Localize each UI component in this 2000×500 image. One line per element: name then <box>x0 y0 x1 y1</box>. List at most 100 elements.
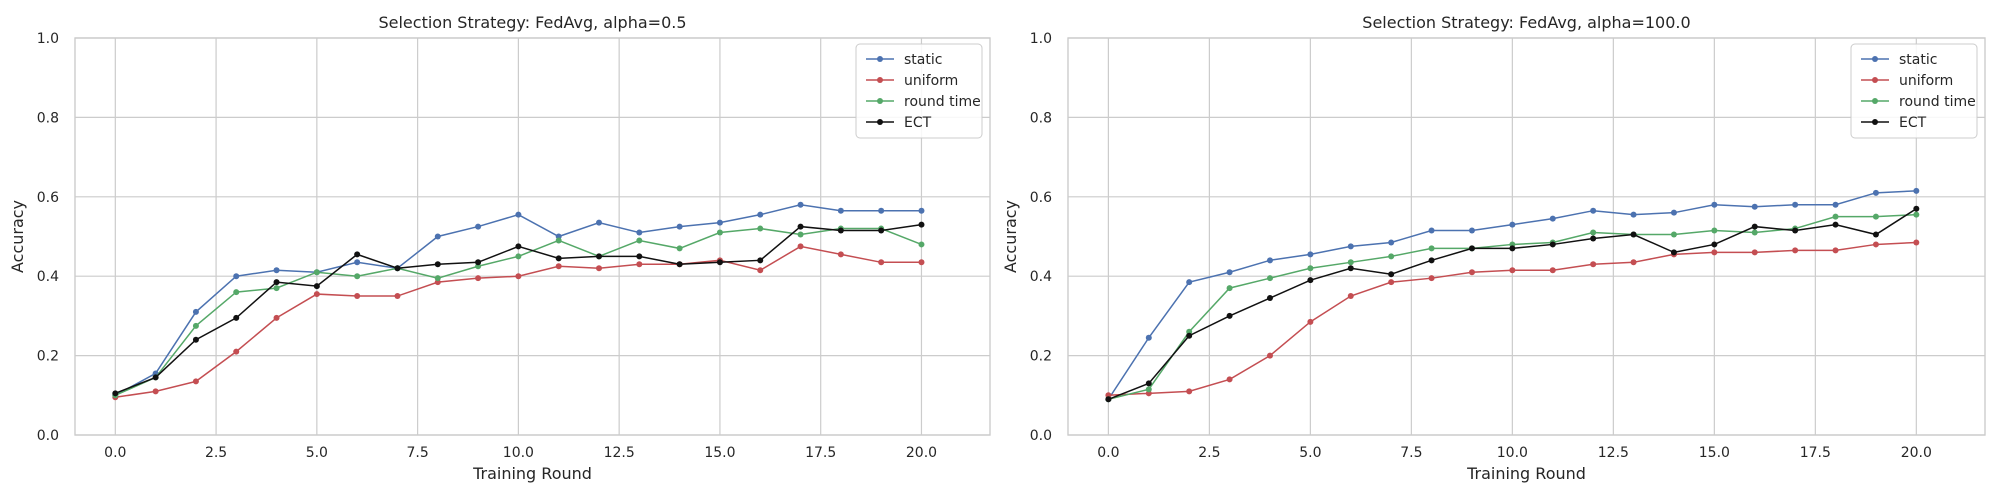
x-tick-label: 20.0 <box>1901 445 1932 461</box>
data-point <box>1226 269 1233 276</box>
data-point <box>1266 352 1273 359</box>
data-point <box>1428 275 1435 282</box>
y-tick-label: 0.0 <box>37 428 59 444</box>
data-point <box>676 261 683 268</box>
chart-title: Selection Strategy: FedAvg, alpha=0.5 <box>378 13 686 32</box>
data-point <box>515 211 522 218</box>
x-tick-label: 0.0 <box>1097 445 1119 461</box>
data-point <box>1711 249 1718 256</box>
series-ect <box>1105 205 1920 403</box>
data-point <box>1307 265 1314 272</box>
data-point <box>1186 388 1193 395</box>
chart-panel-2: 0.0 2.5 5.0 7.5 10.0 12.5 15.0 17.5 20.0 0.0 0.2 0.… <box>1001 13 1986 483</box>
data-point <box>233 273 240 280</box>
data-point <box>1509 267 1516 274</box>
data-point <box>636 237 643 244</box>
plot-frame <box>74 37 991 436</box>
data-point <box>878 259 885 266</box>
legend-marker <box>1872 119 1878 125</box>
x-tick-label: 2.5 <box>1198 445 1220 461</box>
y-axis-label: Accuracy <box>8 200 27 273</box>
data-point <box>1388 253 1395 260</box>
data-point <box>1913 239 1920 246</box>
data-point <box>354 293 361 300</box>
data-point <box>313 283 320 290</box>
x-tick-label: 12.5 <box>1598 445 1629 461</box>
legend-label: ECT <box>904 115 932 131</box>
data-point <box>1590 235 1597 242</box>
data-point <box>1590 229 1597 236</box>
data-point <box>273 279 280 286</box>
data-point <box>1751 223 1758 230</box>
data-point <box>716 229 723 236</box>
data-point <box>676 245 683 252</box>
data-point <box>1186 279 1193 286</box>
data-point <box>475 275 482 282</box>
legend-label: uniform <box>1899 73 1953 89</box>
data-point <box>596 265 603 272</box>
data-point <box>112 390 119 397</box>
data-point <box>1266 275 1273 282</box>
y-axis-label: Accuracy <box>1001 200 1020 273</box>
data-point <box>475 223 482 230</box>
data-point <box>233 289 240 296</box>
y-tick-label: 1.0 <box>37 31 59 47</box>
data-point <box>1388 271 1395 278</box>
data-point <box>1468 245 1475 252</box>
data-point <box>757 225 764 232</box>
data-point <box>797 223 804 230</box>
x-tick-label: 0.0 <box>104 445 126 461</box>
data-point <box>636 229 643 236</box>
data-point <box>1509 221 1516 228</box>
data-point <box>1468 227 1475 234</box>
legend: static uniform round time ECT <box>855 43 983 139</box>
data-point <box>313 291 320 298</box>
data-point <box>1792 247 1799 254</box>
data-point <box>1630 211 1637 218</box>
data-point <box>1226 285 1233 292</box>
data-point <box>918 241 925 248</box>
data-point <box>878 207 885 214</box>
x-tick-label: 15.0 <box>1699 445 1730 461</box>
data-point <box>1145 380 1152 387</box>
chart-panel-1: 0.0 2.5 5.0 7.5 10.0 12.5 15.0 17.5 20.0 0.0 0.2 0.… <box>8 13 991 483</box>
y-tick-label: 0.8 <box>1030 110 1052 126</box>
data-point <box>636 261 643 268</box>
data-point <box>1307 251 1314 258</box>
data-point <box>1388 239 1395 246</box>
data-point <box>273 267 280 274</box>
data-point <box>1872 241 1879 248</box>
data-point <box>192 308 199 315</box>
data-point <box>1266 295 1273 302</box>
data-point <box>394 265 401 272</box>
data-point <box>636 253 643 260</box>
legend-label: round time <box>1899 94 1976 110</box>
data-point <box>1751 229 1758 236</box>
data-point <box>918 221 925 228</box>
data-point <box>1872 213 1879 220</box>
x-axis-label: Training Round <box>1466 464 1586 483</box>
data-point <box>1832 247 1839 254</box>
legend-marker <box>877 77 883 83</box>
data-point <box>1347 265 1354 272</box>
y-tick-label: 0.8 <box>37 110 59 126</box>
data-point <box>394 293 401 300</box>
data-point <box>313 269 320 276</box>
data-point <box>1872 189 1879 196</box>
series-ect <box>112 221 925 397</box>
data-point <box>716 219 723 226</box>
x-tick-label: 7.5 <box>1400 445 1422 461</box>
data-point <box>1832 221 1839 228</box>
legend-marker <box>1872 98 1878 104</box>
data-point <box>1711 241 1718 248</box>
data-point <box>152 388 159 395</box>
data-point <box>1832 201 1839 208</box>
data-point <box>233 348 240 355</box>
data-point <box>1751 249 1758 256</box>
legend-marker <box>1872 56 1878 62</box>
series-static <box>1105 187 1920 403</box>
data-point <box>1266 257 1273 264</box>
x-tick-label: 5.0 <box>306 445 328 461</box>
